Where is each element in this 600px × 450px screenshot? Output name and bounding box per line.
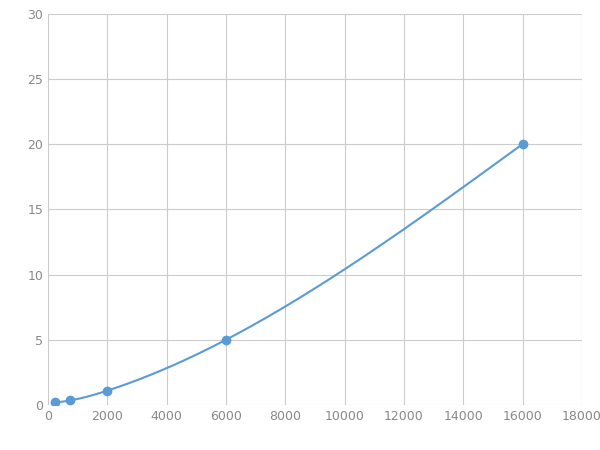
Point <box>103 387 112 394</box>
Point <box>221 336 231 343</box>
Point <box>50 399 60 406</box>
Point <box>518 140 527 148</box>
Point <box>65 397 75 404</box>
